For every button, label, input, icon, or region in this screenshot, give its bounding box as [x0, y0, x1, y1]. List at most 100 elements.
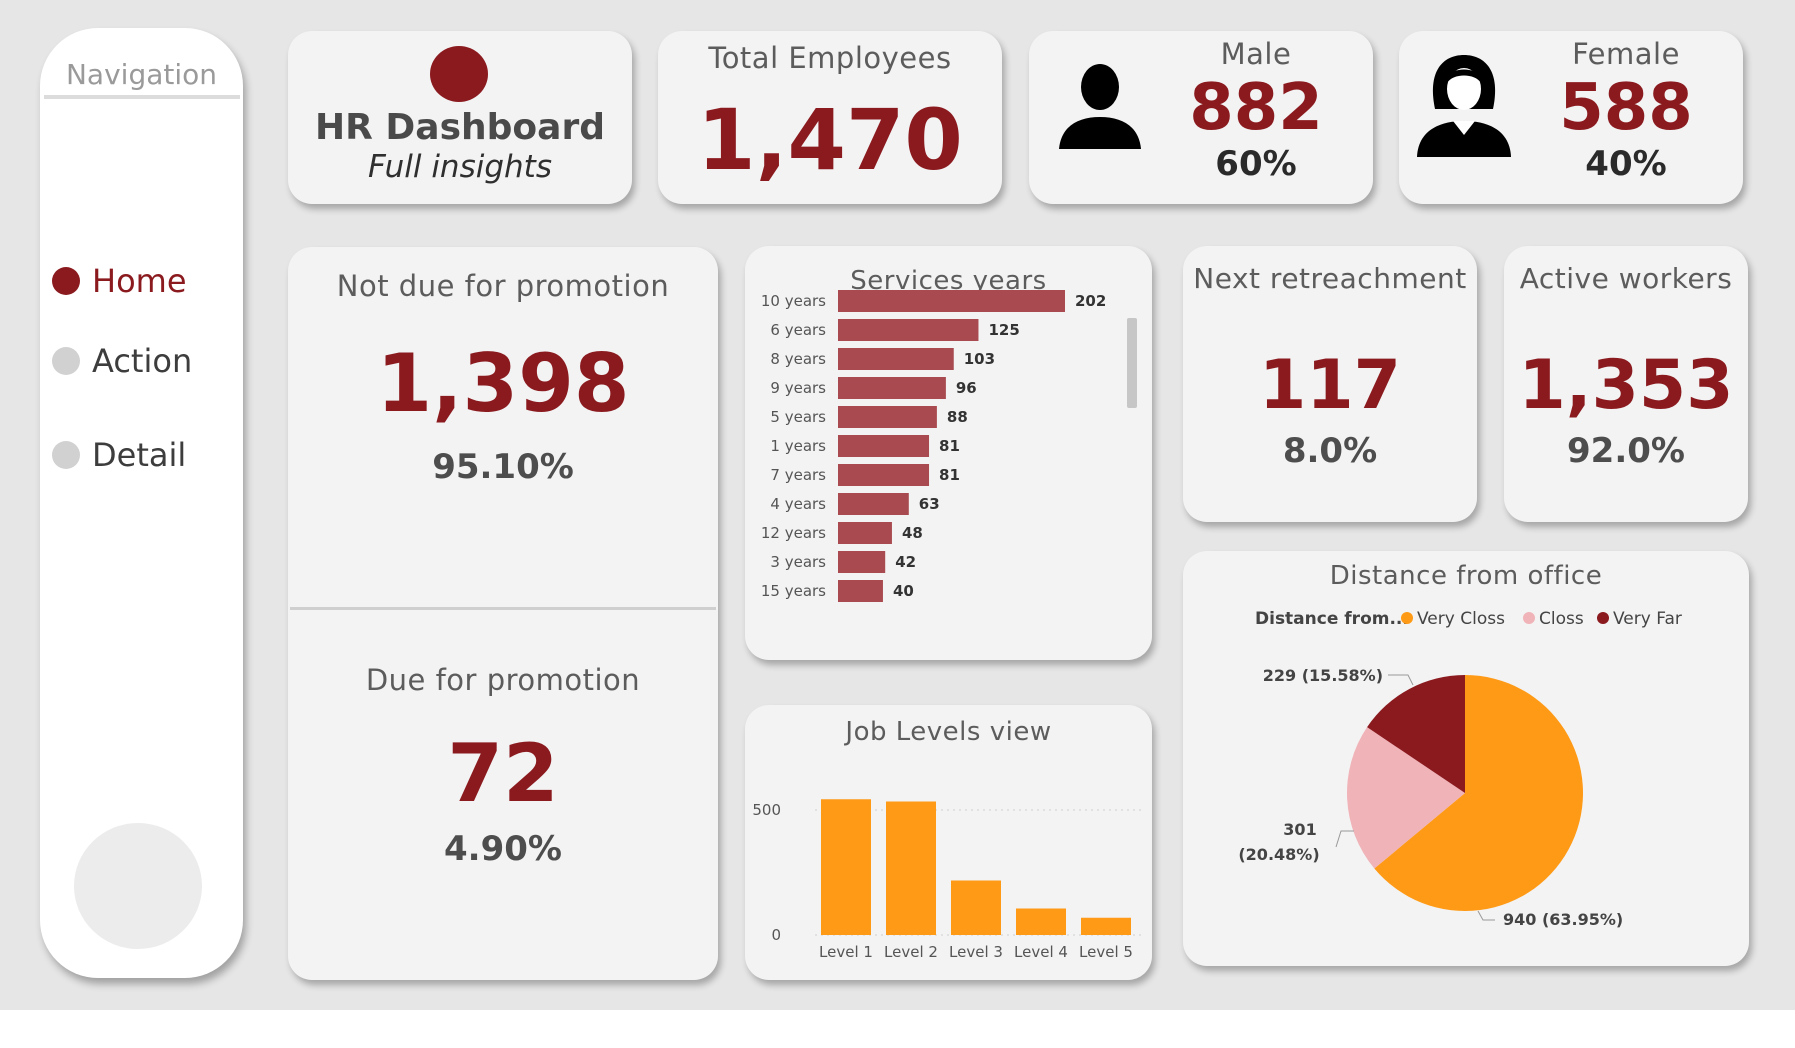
distance-title: Distance from office — [1329, 561, 1603, 591]
female-user-icon — [1417, 55, 1511, 157]
service-years-data-label: 42 — [895, 553, 916, 571]
distance-leader-line — [1335, 830, 1354, 848]
service-years-bar — [838, 377, 946, 399]
distance-legend-marker — [1401, 612, 1413, 624]
total-employees-title: Total Employees — [708, 41, 952, 75]
distance-legend-entry: Very Far — [1613, 609, 1682, 629]
female-card: Female 588 40% — [1399, 31, 1743, 204]
distance-card: Distance from office Distance from... Ver… — [1183, 551, 1749, 966]
services-years-card: Services years 10 years 202 6 years 125 8 ye… — [745, 246, 1152, 660]
promotion-divider — [290, 607, 716, 610]
services-scrollbar-thumb — [1127, 318, 1137, 408]
nav-circle-button[interactable] — [74, 823, 202, 949]
male-title: Male — [1220, 37, 1292, 71]
due-promotion-value: 72 — [447, 727, 559, 820]
next-retrenchment-card: Next retreachment 117 8.0% — [1183, 246, 1477, 522]
total-employees-value: 1,470 — [697, 91, 963, 189]
service-years-category-label: 4 years — [770, 495, 826, 513]
active-workers-card: Active workers 1,353 92.0% — [1504, 246, 1748, 522]
distance-legend-entry: Closs — [1539, 609, 1584, 629]
service-years-bar — [838, 464, 930, 486]
distance-legend-marker — [1597, 612, 1609, 624]
male-percent: 60% — [1215, 144, 1297, 184]
distance-slice-label-very-far: 229 (15.58%) — [1263, 666, 1383, 685]
service-years-category-label: 12 years — [761, 524, 826, 542]
nav-item-action[interactable]: Action — [52, 341, 192, 381]
due-promotion-percent: 4.90% — [444, 829, 562, 869]
service-years-bar — [838, 319, 979, 341]
not-due-promotion-value: 1,398 — [376, 337, 630, 430]
distance-legend-marker — [1523, 612, 1535, 624]
service-years-bar — [838, 580, 883, 602]
service-years-category-label: 5 years — [770, 408, 826, 426]
job-levels-bar — [1016, 908, 1066, 935]
distance-leader-line — [1388, 674, 1414, 686]
distance-leader-line — [1477, 910, 1495, 921]
total-employees-card: Total Employees 1,470 — [658, 31, 1002, 204]
distance-pie-slice — [1347, 727, 1465, 869]
nav-label-detail: Detail — [92, 436, 187, 474]
nav-item-home[interactable]: Home — [52, 261, 187, 301]
services-years-chart: 10 years 202 6 years 125 8 years 103 9 years 96… — [761, 290, 1137, 602]
job-levels-bar — [1081, 917, 1131, 935]
job-levels-card: Job Levels view 0 500 Level 1 Level 2 Level … — [745, 705, 1152, 980]
active-workers-title: Active workers — [1519, 262, 1733, 295]
navigation-divider — [44, 95, 240, 99]
service-years-bar — [838, 348, 954, 370]
nav-dot-detail-icon — [52, 441, 80, 469]
distance-legend-title: Distance from... — [1255, 609, 1409, 629]
service-years-category-label: 3 years — [770, 553, 826, 571]
distance-slice-label-very-closs: 940 (63.95%) — [1503, 910, 1623, 929]
female-percent: 40% — [1585, 144, 1667, 184]
nav-label-home: Home — [92, 262, 187, 300]
male-card: Male 882 60% — [1029, 31, 1373, 204]
service-years-category-label: 7 years — [770, 466, 826, 484]
male-user-icon — [1059, 64, 1141, 149]
active-workers-value: 1,353 — [1518, 346, 1734, 425]
dashboard-title: HR Dashboard — [315, 107, 605, 148]
job-levels-category-label: Level 4 — [1014, 943, 1068, 961]
due-promotion-title: Due for promotion — [365, 663, 641, 697]
distance-pie-slice — [1367, 675, 1465, 793]
job-levels-ytick-label: 0 — [771, 926, 781, 944]
service-years-category-label: 6 years — [770, 321, 826, 339]
service-years-data-label: 81 — [939, 437, 960, 455]
distance-pie-slice — [1374, 675, 1583, 911]
nav-label-action: Action — [92, 342, 193, 380]
job-levels-category-label: Level 2 — [884, 943, 938, 961]
distance-slice-label-closs-value: 301 — [1283, 820, 1316, 839]
service-years-data-label: 40 — [893, 582, 914, 600]
nav-item-detail[interactable]: Detail — [52, 435, 186, 475]
distance-slice-label-closs-percent: (20.48%) — [1238, 845, 1319, 864]
job-levels-category-label: Level 3 — [949, 943, 1003, 961]
not-due-promotion-title: Not due for promotion — [336, 269, 670, 303]
nav-dot-action-icon — [52, 347, 80, 375]
service-years-category-label: 15 years — [761, 582, 826, 600]
service-years-bar — [838, 290, 1065, 312]
service-years-data-label: 96 — [956, 379, 977, 397]
service-years-category-label: 10 years — [761, 292, 826, 310]
service-years-data-label: 81 — [939, 466, 960, 484]
service-years-category-label: 1 years — [770, 437, 826, 455]
service-years-data-label: 88 — [947, 408, 968, 426]
service-years-category-label: 9 years — [770, 379, 826, 397]
distance-pie-chart: Distance from... Very Closs Closs Very Far 2… — [1238, 609, 1682, 929]
job-levels-category-label: Level 5 — [1079, 943, 1133, 961]
service-years-bar — [838, 551, 886, 573]
bottom-strip — [0, 1010, 1795, 1048]
service-years-data-label: 202 — [1075, 292, 1106, 310]
promotion-card: Not due for promotion 1,398 95.10% Due f… — [288, 247, 718, 980]
next-retrenchment-title: Next retreachment — [1193, 262, 1467, 295]
job-levels-bar — [886, 801, 936, 935]
service-years-bar — [838, 435, 930, 457]
service-years-bar — [838, 493, 909, 515]
header-card: HR Dashboard Full insights — [288, 31, 632, 204]
service-years-category-label: 8 years — [770, 350, 826, 368]
brand-dot-icon — [430, 46, 488, 102]
service-years-data-label: 48 — [902, 524, 923, 542]
distance-legend-entry: Very Closs — [1417, 609, 1505, 629]
service-years-bar — [838, 406, 937, 428]
navigation-panel: Navigation Home Action Detail — [40, 28, 243, 978]
navigation-title: Navigation — [65, 58, 218, 91]
job-levels-category-label: Level 1 — [819, 943, 873, 961]
